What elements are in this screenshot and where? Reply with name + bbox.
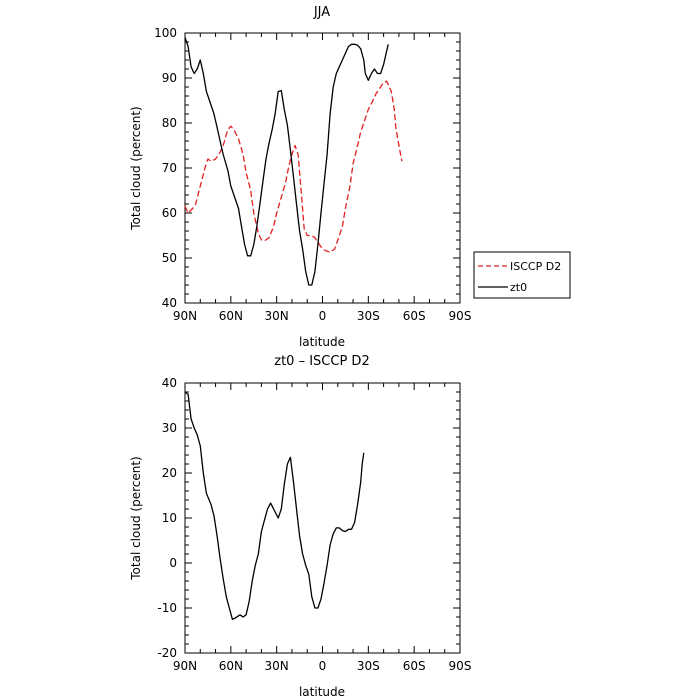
x-axis-label: latitude xyxy=(299,335,345,349)
y-axis-label: Total cloud (percent) xyxy=(129,106,143,230)
series-group xyxy=(184,391,365,620)
series-line-difference xyxy=(184,391,365,620)
chart-title: zt0 – ISCCP D2 xyxy=(274,354,369,369)
axis-ticks: 90N 60N 30N 0 30S 60S 90S -20 -10 0 10 20 30 40 xyxy=(157,376,471,673)
plot-frame xyxy=(184,32,461,304)
y-tick-label: 90 xyxy=(162,71,177,85)
y-tick-label: 10 xyxy=(162,511,177,525)
legend: ISCCP D2 zt0 xyxy=(473,251,571,299)
x-tick-label: 60S xyxy=(403,309,426,323)
series-line-zt0 xyxy=(184,37,389,286)
x-tick-label: 60N xyxy=(219,309,243,323)
legend-label-isccp: ISCCP D2 xyxy=(510,260,561,273)
x-tick-label: 60N xyxy=(219,659,243,673)
x-tick-label: 30N xyxy=(265,309,289,323)
x-tick-label: 90N xyxy=(173,659,197,673)
x-tick-label: 30N xyxy=(265,659,289,673)
x-tick-label: 0 xyxy=(319,309,327,323)
y-tick-label: -20 xyxy=(157,646,177,660)
plot-frame xyxy=(184,382,461,654)
y-tick-label: 80 xyxy=(162,116,177,130)
y-tick-label: 0 xyxy=(169,556,177,570)
y-axis-label: Total cloud (percent) xyxy=(129,456,143,580)
y-tick-label: 100 xyxy=(154,26,177,40)
y-tick-label: 40 xyxy=(162,296,177,310)
series-line-isccp-d2 xyxy=(184,80,403,253)
x-tick-label: 90N xyxy=(173,309,197,323)
y-tick-label: 30 xyxy=(162,421,177,435)
y-tick-label: 60 xyxy=(162,206,177,220)
legend-label-zt0: zt0 xyxy=(510,281,527,294)
y-tick-label: 50 xyxy=(162,251,177,265)
x-tick-label: 60S xyxy=(403,659,426,673)
x-tick-label: 90S xyxy=(449,659,472,673)
x-axis-label: latitude xyxy=(299,685,345,699)
y-tick-label: 40 xyxy=(162,376,177,390)
x-tick-label: 0 xyxy=(319,659,327,673)
y-tick-label: -10 xyxy=(157,601,177,615)
x-tick-label: 30S xyxy=(357,659,380,673)
y-tick-label: 70 xyxy=(162,161,177,175)
chart-title: JJA xyxy=(313,5,330,20)
panel-top: JJA 90N 60N 30N 0 30S 60S 90S 40 50 60 70 80 90 100 l… xyxy=(129,5,471,349)
panel-bottom: zt0 – ISCCP D2 90N 60N 30N 0 30S 60S 90S -20 -10… xyxy=(129,354,471,699)
legend-box xyxy=(473,251,571,299)
y-tick-label: 20 xyxy=(162,466,177,480)
series-group xyxy=(184,37,403,286)
x-tick-label: 90S xyxy=(449,309,472,323)
x-tick-label: 30S xyxy=(357,309,380,323)
axis-ticks: 90N 60N 30N 0 30S 60S 90S 40 50 60 70 80 90 100 xyxy=(154,26,471,323)
